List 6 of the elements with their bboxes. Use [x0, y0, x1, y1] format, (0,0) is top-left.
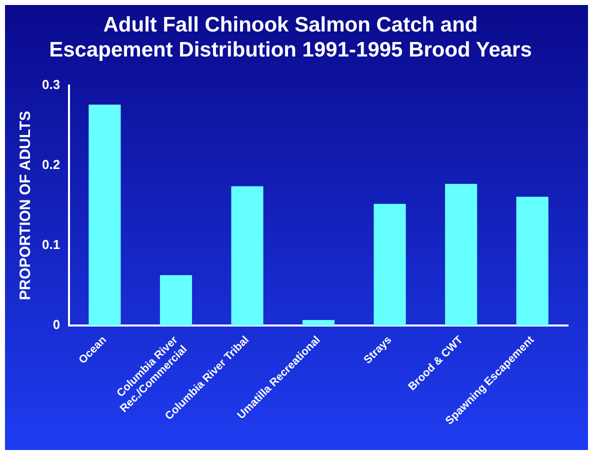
y-tick-label: 0.3: [42, 76, 60, 92]
y-axis-title: PROPORTION OF ADULTS: [17, 110, 34, 300]
y-tick-label: 0: [52, 317, 60, 332]
y-tick-label: 0.2: [42, 157, 60, 172]
y-tick-label: 0.1: [42, 237, 60, 252]
chart-title: Adult Fall Chinook Salmon Catch and Escapement Distribution 1991-1995 Brood Years: [49, 13, 532, 62]
